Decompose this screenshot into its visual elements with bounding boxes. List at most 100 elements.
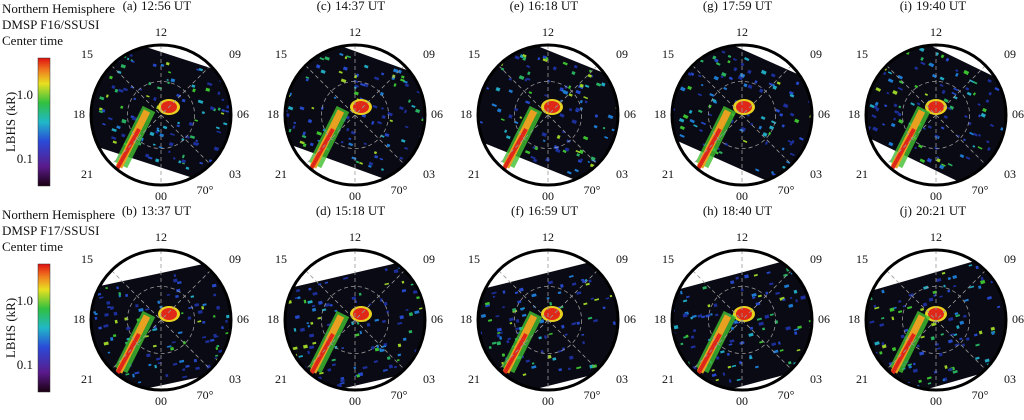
mlt-label: 09 bbox=[1004, 252, 1016, 266]
swath-pixel bbox=[813, 123, 818, 127]
colorbar-tick-label: 1.0 bbox=[17, 293, 33, 308]
swath-pixel bbox=[786, 160, 791, 164]
mlt-label: 15 bbox=[468, 47, 480, 61]
swath-pixel bbox=[814, 155, 818, 158]
swath-pixel bbox=[904, 328, 909, 333]
swath-pixel bbox=[309, 345, 315, 350]
meridian bbox=[305, 270, 405, 370]
swath-pixel bbox=[320, 69, 326, 74]
swath-pixel bbox=[818, 97, 823, 102]
swath-pixel bbox=[727, 365, 732, 369]
swath-pixel bbox=[718, 150, 723, 155]
swath-pixel bbox=[651, 348, 656, 352]
swath-pixel bbox=[708, 113, 713, 117]
swath-pixel bbox=[989, 123, 995, 128]
swath-pixel bbox=[246, 156, 251, 160]
swath-pixel bbox=[272, 93, 275, 96]
swath-pixel bbox=[255, 314, 259, 316]
swath-pixel bbox=[452, 334, 457, 337]
swath-pixel bbox=[663, 65, 666, 68]
swath-pixel bbox=[728, 76, 733, 81]
swath-pixel bbox=[384, 132, 390, 138]
swath-pixel bbox=[87, 291, 90, 295]
swath-pixel bbox=[381, 107, 384, 110]
swath-pixel bbox=[959, 320, 965, 325]
swath-pixel bbox=[594, 298, 600, 301]
swath-pixel bbox=[506, 340, 510, 344]
swath-pixel bbox=[887, 78, 894, 83]
swath-pixel bbox=[844, 115, 847, 118]
swath-pixel bbox=[749, 326, 754, 330]
swath-pixel bbox=[262, 306, 265, 308]
swath-pixel bbox=[466, 95, 469, 99]
swath-pixel bbox=[524, 78, 528, 82]
swath-pixel bbox=[215, 346, 219, 350]
swath-pixel bbox=[526, 64, 531, 69]
satellite-label: DMSP F16/SSUSI bbox=[2, 17, 99, 32]
swath-pixel bbox=[521, 313, 527, 318]
swath-pixel bbox=[593, 124, 598, 129]
swath-pixel bbox=[496, 45, 503, 50]
swath-pixel bbox=[340, 376, 345, 380]
swath-pixel bbox=[437, 166, 441, 169]
swath-pixel bbox=[91, 346, 93, 350]
swath-pixel bbox=[95, 364, 99, 369]
swath-pixel bbox=[1005, 280, 1006, 284]
swath-pixel bbox=[648, 95, 653, 99]
swath-pixel bbox=[871, 114, 877, 119]
cusp-spot bbox=[736, 308, 752, 320]
swath-pixel bbox=[188, 121, 194, 127]
swath-pixel bbox=[487, 319, 493, 322]
swath-pixel bbox=[690, 72, 695, 76]
swath-pixel bbox=[637, 321, 641, 325]
swath-pixel bbox=[501, 353, 506, 357]
swath-pixel bbox=[977, 133, 981, 137]
swath-pixel bbox=[822, 98, 825, 102]
swath-pixel bbox=[636, 114, 640, 118]
swath-pixel bbox=[720, 75, 724, 79]
swath-pixel bbox=[959, 153, 965, 159]
swath-pixel bbox=[918, 379, 922, 383]
swath-pixel bbox=[298, 382, 303, 387]
swath-pixel bbox=[383, 301, 388, 306]
swath-pixel bbox=[1003, 192, 1008, 196]
swath-pixel bbox=[622, 330, 626, 334]
swath-pixel bbox=[936, 277, 942, 283]
swath-pixel bbox=[202, 303, 207, 307]
mlt-label: 15 bbox=[468, 252, 480, 266]
swath-pixel bbox=[230, 359, 231, 363]
swath-pixel bbox=[793, 289, 798, 294]
swath-pixel bbox=[405, 308, 409, 312]
swath-pixel bbox=[1015, 356, 1019, 359]
mlt-label: 00 bbox=[155, 394, 167, 408]
swath-pixel bbox=[170, 78, 176, 83]
swath-pixel bbox=[769, 313, 774, 317]
swath-pixel bbox=[1019, 277, 1022, 280]
swath-pixel bbox=[735, 276, 740, 280]
swath-band bbox=[651, 250, 812, 390]
swath-pixel bbox=[916, 102, 921, 106]
swath-pixel bbox=[690, 335, 695, 339]
swath-pixel bbox=[963, 69, 970, 76]
swath-pixel bbox=[71, 369, 76, 373]
swath-pixel bbox=[788, 90, 794, 96]
swath-pixel bbox=[785, 326, 792, 331]
polar-panel bbox=[840, 248, 1022, 392]
swath-pixel bbox=[630, 348, 633, 351]
swath-pixel bbox=[768, 82, 774, 86]
swath-pixel bbox=[593, 319, 599, 323]
swath-pixel bbox=[297, 296, 301, 300]
swath-pixel bbox=[840, 306, 844, 310]
mlt-label: 06 bbox=[237, 107, 249, 121]
swath-pixel bbox=[519, 287, 524, 292]
swath-pixel bbox=[549, 301, 553, 306]
swath-pixel bbox=[340, 379, 345, 383]
swath-pixel bbox=[488, 346, 492, 350]
swath-pixel bbox=[187, 316, 192, 320]
swath-pixel bbox=[259, 355, 264, 359]
panel-label: (i) bbox=[900, 0, 912, 13]
swath-pixel bbox=[940, 333, 944, 336]
panel-label: (g) bbox=[703, 0, 718, 13]
swath-pixel bbox=[380, 72, 385, 76]
swath-pixel bbox=[312, 341, 317, 345]
